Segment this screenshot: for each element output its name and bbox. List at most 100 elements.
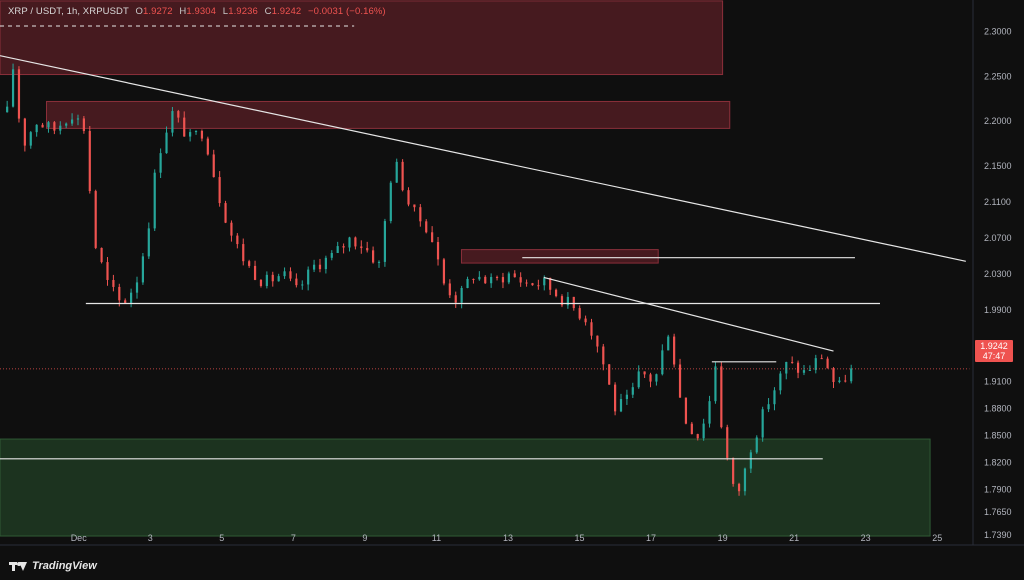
candle-body [844, 380, 847, 382]
candle-body [578, 308, 581, 319]
candle-body [307, 269, 310, 285]
candle-body [761, 409, 764, 438]
candle-body [649, 374, 652, 382]
candle-body [389, 182, 392, 222]
candle-body [342, 246, 345, 248]
candle-body [377, 261, 381, 263]
supply-zone-2 [460, 249, 659, 264]
candle-body [448, 283, 451, 296]
candle-body [796, 362, 800, 373]
candle-body [224, 203, 227, 223]
candle-body [383, 221, 387, 262]
candle-body [94, 191, 97, 248]
candle-body [531, 283, 534, 286]
candle-body [460, 287, 463, 303]
candle-body [696, 434, 699, 439]
open-label: O [135, 6, 143, 17]
candle-body [678, 364, 682, 398]
candle-body [289, 271, 292, 279]
candle-body [324, 257, 327, 270]
change-value: −0.0031 (−0.16%) [308, 6, 386, 17]
time-tick-label: Dec [71, 533, 88, 543]
candle-body [820, 358, 823, 360]
candle-body [277, 276, 280, 282]
candle-body [808, 369, 811, 371]
time-tick-label: 3 [148, 533, 153, 543]
supply-zone-1 [46, 100, 731, 129]
candle-body [218, 177, 221, 204]
symbol-label: XRP / USDT, 1h, XRPUSDT [8, 6, 129, 17]
candle-body [661, 350, 664, 375]
chart-header: XRP / USDT, 1h, XRPUSDT O1.9272 H1.9304 … [8, 6, 386, 17]
candle-body [667, 336, 670, 351]
candle-body [259, 279, 263, 286]
candle-body [354, 237, 357, 247]
price-tick-label: 2.3000 [984, 26, 1012, 36]
candle-body [76, 118, 80, 120]
time-tick-label: 15 [574, 533, 584, 543]
candle-body [124, 300, 127, 303]
candle-body [566, 296, 569, 306]
candle-body [230, 222, 233, 236]
candle-body [472, 278, 475, 280]
candle-body [560, 296, 564, 306]
candle-body [135, 282, 139, 293]
price-tick-label: 1.8500 [984, 430, 1012, 440]
brand[interactable]: TradingView [9, 560, 97, 572]
candle-body [726, 427, 729, 458]
candle-body [265, 274, 268, 286]
time-tick-label: 13 [503, 533, 513, 543]
time-tick-label: 17 [646, 533, 656, 543]
price-tick-label: 1.9900 [984, 305, 1012, 315]
candle-body [147, 228, 150, 257]
candle-body [395, 161, 398, 183]
candle-body [372, 250, 375, 263]
candle-body [572, 296, 575, 309]
candle-body [11, 69, 15, 107]
candle-body [466, 278, 469, 288]
price-tick-label: 2.0300 [984, 269, 1012, 279]
candle-body [23, 118, 26, 146]
bar-countdown: 47:47 [982, 351, 1006, 361]
candle-body [200, 130, 204, 139]
time-tick-label: 23 [861, 533, 871, 543]
candle-body [513, 273, 516, 278]
candle-body [431, 232, 434, 243]
candle-body [283, 271, 286, 277]
candle-body [236, 235, 239, 245]
candle-body [112, 279, 115, 287]
candle-body [637, 371, 640, 388]
price-tick-label: 2.0700 [984, 233, 1012, 243]
candle-body [165, 132, 168, 154]
price-tick-label: 1.8200 [984, 457, 1012, 467]
candle-body [442, 259, 446, 284]
candle-body [407, 190, 410, 205]
candle-body [755, 437, 758, 453]
candle-body [832, 368, 835, 383]
candle-body [65, 123, 68, 126]
price-axis[interactable]: 2.3000 2.2500 2.2000 2.1500 2.1100 2.0700 2.03… [984, 26, 1012, 540]
candle-body [130, 292, 133, 303]
high-label: H [179, 6, 187, 17]
tradingview-logo-icon [9, 560, 27, 572]
time-axis[interactable]: Dec 3 5 7 9 11 13 15 17 19 21 23 25 [71, 533, 943, 543]
candle-body [336, 246, 339, 253]
price-tick-label: 2.1100 [984, 197, 1011, 207]
candle-body [330, 252, 333, 258]
candle-body [525, 282, 528, 284]
time-tick-label: 11 [432, 533, 441, 543]
candle-body [814, 358, 817, 370]
candle-body [495, 276, 499, 278]
candle-body [767, 404, 770, 410]
price-tick-label: 1.8800 [984, 404, 1012, 414]
lines-layer [0, 25, 970, 460]
candle-body [82, 118, 85, 131]
candle-body [643, 371, 646, 375]
candle-body [301, 284, 304, 286]
low-label: L [222, 6, 229, 17]
candle-body [70, 119, 74, 124]
candle-body [619, 399, 623, 412]
candle-body [153, 172, 156, 229]
candle-body [684, 397, 688, 424]
